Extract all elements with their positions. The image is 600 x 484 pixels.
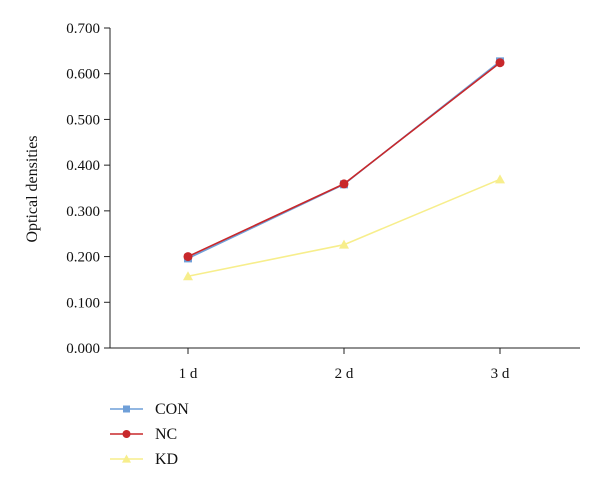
circle-marker bbox=[183, 252, 193, 262]
series-group bbox=[183, 57, 505, 281]
y-tick-label: 0.100 bbox=[66, 295, 100, 311]
y-tick-label: 0.300 bbox=[66, 204, 100, 220]
series-line bbox=[187, 60, 501, 260]
square-marker bbox=[123, 405, 130, 413]
y-tick-label: 0.200 bbox=[66, 250, 100, 266]
y-tick-label: 0.600 bbox=[66, 67, 100, 83]
legend: CON NC KD bbox=[110, 401, 189, 468]
series-line bbox=[187, 62, 501, 258]
y-tick-label: 0.500 bbox=[66, 112, 100, 128]
triangle-marker bbox=[122, 454, 131, 463]
series-nc bbox=[183, 58, 505, 262]
x-tick-label: 2 d bbox=[335, 366, 354, 382]
x-tick-label: 3 d bbox=[491, 366, 510, 382]
y-axis-title: Optical densities bbox=[24, 135, 41, 242]
y-tick-label: 0.000 bbox=[66, 341, 100, 357]
tick-group: 0.000 0.100 0.200 0.300 0.400 0.500 0.600 0.700… bbox=[66, 21, 510, 382]
triangle-marker bbox=[495, 174, 505, 184]
circle-marker bbox=[495, 58, 505, 68]
legend-item-con: CON bbox=[110, 401, 189, 418]
y-tick-label: 0.700 bbox=[66, 21, 100, 37]
triangle-marker bbox=[183, 271, 193, 281]
legend-label: CON bbox=[155, 401, 189, 418]
legend-label: KD bbox=[155, 451, 178, 468]
legend-item-nc: NC bbox=[110, 426, 177, 443]
y-tick-label: 0.400 bbox=[66, 158, 100, 174]
series-kd bbox=[183, 174, 505, 281]
series-con bbox=[184, 57, 504, 263]
series-line bbox=[187, 178, 501, 278]
circle-marker bbox=[122, 430, 131, 438]
circle-marker bbox=[339, 179, 349, 189]
legend-label: NC bbox=[155, 426, 177, 443]
legend-item-kd: KD bbox=[110, 451, 178, 468]
triangle-marker bbox=[339, 239, 349, 249]
x-tick-label: 1 d bbox=[179, 366, 198, 382]
